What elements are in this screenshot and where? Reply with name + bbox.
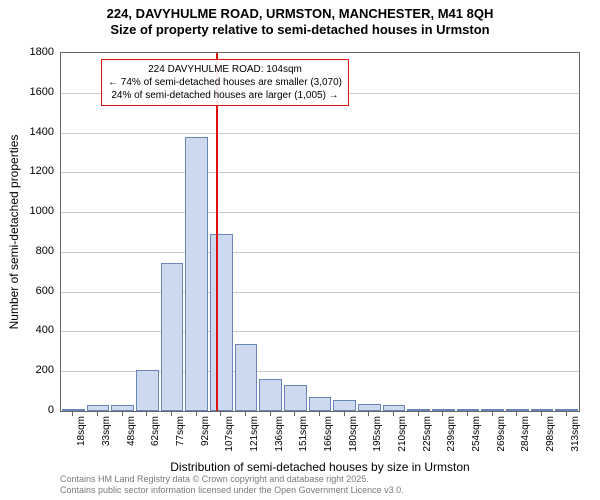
- x-tick-label: 62sqm: [150, 416, 161, 466]
- x-tick: [541, 411, 542, 416]
- x-tick: [245, 411, 246, 416]
- y-tick-label: 800: [4, 245, 54, 257]
- chart-title-block: 224, DAVYHULME ROAD, URMSTON, MANCHESTER…: [0, 0, 600, 39]
- footer-line-2: Contains public sector information licen…: [60, 485, 404, 496]
- x-tick: [418, 411, 419, 416]
- y-tick-label: 1600: [4, 86, 54, 98]
- x-tick: [319, 411, 320, 416]
- x-tick-label: 107sqm: [224, 416, 235, 466]
- bar: [284, 385, 307, 411]
- y-tick-label: 0: [4, 404, 54, 416]
- x-tick-label: 210sqm: [397, 416, 408, 466]
- y-tick-label: 400: [4, 324, 54, 336]
- x-tick: [220, 411, 221, 416]
- annotation-box: 224 DAVYHULME ROAD: 104sqm ← 74% of semi…: [101, 59, 349, 106]
- x-tick: [146, 411, 147, 416]
- bar: [555, 409, 578, 411]
- title-line-1: 224, DAVYHULME ROAD, URMSTON, MANCHESTER…: [0, 6, 600, 22]
- x-tick-label: 48sqm: [126, 416, 137, 466]
- x-tick: [270, 411, 271, 416]
- footer: Contains HM Land Registry data © Crown c…: [60, 474, 404, 496]
- x-tick-label: 269sqm: [496, 416, 507, 466]
- x-tick: [294, 411, 295, 416]
- y-tick-label: 1200: [4, 165, 54, 177]
- x-tick-label: 92sqm: [200, 416, 211, 466]
- x-tick-label: 121sqm: [249, 416, 260, 466]
- bar: [432, 409, 455, 411]
- x-tick: [344, 411, 345, 416]
- reference-line: [216, 53, 218, 411]
- y-tick-label: 1800: [4, 46, 54, 58]
- annotation-line-2: ← 74% of semi-detached houses are smalle…: [108, 76, 342, 89]
- annotation-line-1: 224 DAVYHULME ROAD: 104sqm: [108, 63, 342, 76]
- bar: [235, 344, 258, 411]
- x-tick: [196, 411, 197, 416]
- x-tick: [171, 411, 172, 416]
- x-tick-label: 151sqm: [298, 416, 309, 466]
- bar: [506, 409, 529, 411]
- x-tick-label: 298sqm: [545, 416, 556, 466]
- x-tick-label: 18sqm: [76, 416, 87, 466]
- bar: [111, 405, 134, 411]
- x-tick-label: 33sqm: [101, 416, 112, 466]
- x-tick-label: 254sqm: [471, 416, 482, 466]
- x-tick: [72, 411, 73, 416]
- x-tick: [97, 411, 98, 416]
- x-tick: [467, 411, 468, 416]
- y-tick-label: 600: [4, 285, 54, 297]
- bar: [136, 370, 159, 411]
- x-tick-label: 195sqm: [372, 416, 383, 466]
- y-tick-label: 1400: [4, 126, 54, 138]
- x-tick-label: 136sqm: [274, 416, 285, 466]
- bar: [259, 379, 282, 411]
- x-tick-label: 225sqm: [422, 416, 433, 466]
- x-tick-label: 77sqm: [175, 416, 186, 466]
- bar: [185, 137, 208, 411]
- bar: [358, 404, 381, 411]
- bar: [333, 400, 356, 411]
- bar: [407, 409, 430, 411]
- y-axis-label: Number of semi-detached properties: [7, 135, 21, 330]
- x-tick-label: 284sqm: [520, 416, 531, 466]
- x-tick: [442, 411, 443, 416]
- bar: [309, 397, 332, 411]
- x-tick: [516, 411, 517, 416]
- bar: [161, 263, 184, 411]
- x-tick: [393, 411, 394, 416]
- x-tick: [566, 411, 567, 416]
- title-line-2: Size of property relative to semi-detach…: [0, 22, 600, 38]
- footer-line-1: Contains HM Land Registry data © Crown c…: [60, 474, 404, 485]
- x-tick-label: 239sqm: [446, 416, 457, 466]
- x-axis-label: Distribution of semi-detached houses by …: [60, 460, 580, 474]
- plot-area: 224 DAVYHULME ROAD: 104sqm ← 74% of semi…: [60, 52, 580, 412]
- annotation-line-3: 24% of semi-detached houses are larger (…: [108, 89, 342, 102]
- x-tick-label: 166sqm: [323, 416, 334, 466]
- x-tick: [122, 411, 123, 416]
- bar: [481, 409, 504, 411]
- histogram-bars: [61, 53, 579, 411]
- bar: [210, 234, 233, 411]
- chart-area: Number of semi-detached properties 224 D…: [60, 52, 580, 432]
- x-tick: [368, 411, 369, 416]
- y-tick-label: 1000: [4, 205, 54, 217]
- y-tick-label: 200: [4, 364, 54, 376]
- x-tick-label: 180sqm: [348, 416, 359, 466]
- bar: [62, 409, 85, 411]
- x-tick-label: 313sqm: [570, 416, 581, 466]
- x-tick: [492, 411, 493, 416]
